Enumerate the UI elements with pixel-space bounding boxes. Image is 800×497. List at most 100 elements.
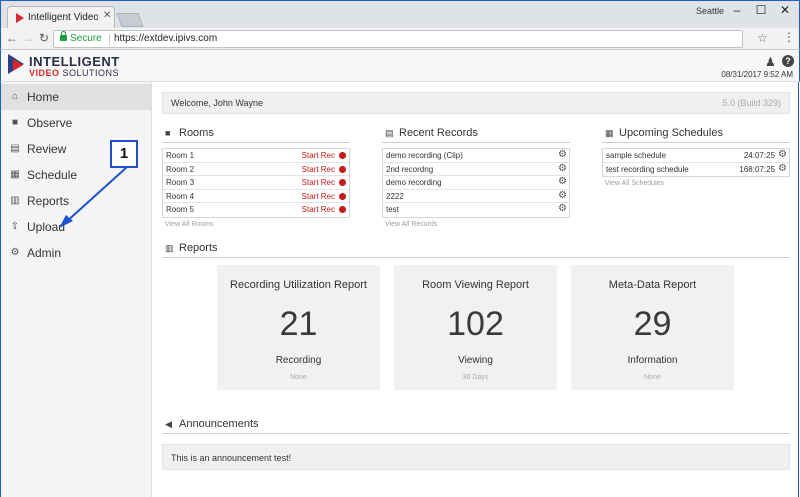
record-row[interactable]: test ⚙ (383, 203, 569, 217)
url-input[interactable]: Secure https://extdev.ipivs.com (53, 30, 743, 48)
record-dot-icon[interactable] (339, 152, 346, 159)
tab-title: Intelligent Video Solution (28, 12, 98, 23)
report-value: 21 (279, 305, 318, 343)
welcome-text: Welcome, John Wayne (171, 98, 264, 108)
help-icon[interactable]: ? (782, 55, 794, 67)
record-row[interactable]: 2222 ⚙ (383, 189, 569, 203)
gear-icon: ⚙ (10, 247, 20, 258)
record-dot-icon[interactable] (339, 206, 346, 213)
sidebar-item-label: Upload (27, 220, 66, 234)
sidebar-item-home[interactable]: ⌂ Home (1, 84, 152, 110)
room-row[interactable]: Room 3 Start Rec (163, 176, 349, 190)
room-row[interactable]: Room 1 Start Rec (163, 149, 349, 163)
report-title: Recording Utilization Report (230, 279, 367, 291)
browser-tab[interactable]: Intelligent Video Solution ✕ (7, 6, 115, 29)
video-camera-icon: ■ (165, 128, 171, 138)
logo-subtext: VIDEO SOLUTIONS (29, 68, 119, 78)
close-window-icon[interactable]: ✕ (779, 3, 791, 17)
logo-accent-icon (13, 59, 23, 71)
upload-icon: ⇪ (10, 221, 20, 232)
reports-title: Reports (179, 242, 218, 254)
build-version: 5.0 (Build 329) (722, 98, 781, 108)
schedule-row[interactable]: test recording schedule 168:07:25 ⚙ (603, 163, 789, 177)
browser-menu-icon[interactable]: ⋮ (783, 30, 795, 44)
bookmark-star-icon[interactable]: ☆ (757, 31, 768, 45)
record-row[interactable]: demo recording ⚙ (383, 176, 569, 190)
gear-icon[interactable]: ⚙ (778, 162, 787, 174)
room-row[interactable]: Room 5 Start Rec (163, 203, 349, 217)
room-name: Room 4 (166, 191, 195, 201)
main-content: Welcome, John Wayne 5.0 (Build 329) ■ Ro… (153, 82, 799, 497)
user-icon[interactable]: ♟ (765, 55, 776, 69)
start-rec-button[interactable]: Start Rec (301, 164, 335, 174)
record-dot-icon[interactable] (339, 179, 346, 186)
sidebar-item-observe[interactable]: ■ Observe (1, 110, 152, 136)
schedule-name: test recording schedule (606, 164, 689, 174)
welcome-bar: Welcome, John Wayne 5.0 (Build 329) (162, 92, 790, 114)
home-icon: ⌂ (11, 91, 19, 102)
records-list: demo recording (Clip) ⚙ 2nd recordng ⚙ d… (382, 148, 570, 218)
start-rec-button[interactable]: Start Rec (301, 191, 335, 201)
room-name: Room 1 (166, 151, 195, 160)
sidebar-item-schedule[interactable]: ▦ Schedule (1, 162, 152, 188)
sidebar-item-upload[interactable]: ⇪ Upload (1, 214, 152, 240)
sidebar-item-admin[interactable]: ⚙ Admin (1, 240, 152, 266)
address-bar: ← → ↻ Secure https://extdev.ipivs.com ☆ … (0, 28, 800, 50)
view-all-records-link[interactable]: View All Records (385, 221, 438, 228)
record-dot-icon[interactable] (339, 165, 346, 173)
report-card-viewing[interactable]: Room Viewing Report 102 Viewing 30 Days (394, 265, 557, 390)
video-camera-icon: ■ (11, 117, 19, 128)
sidebar-item-label: Admin (27, 246, 62, 260)
browser-user-label[interactable]: Seattle (696, 6, 725, 16)
report-label: Information (627, 355, 678, 366)
gear-icon[interactable]: ⚙ (558, 203, 567, 214)
forward-icon[interactable]: → (22, 31, 34, 45)
gear-icon[interactable]: ⚙ (558, 176, 567, 187)
secure-label: Secure (70, 33, 102, 44)
calendar-icon: ▦ (10, 169, 20, 180)
minimize-icon[interactable]: – (733, 3, 741, 17)
sidebar-item-label: Home (27, 90, 60, 104)
record-row[interactable]: 2nd recordng ⚙ (383, 162, 569, 176)
bar-chart-icon: ▥ (165, 243, 174, 253)
report-value: 102 (447, 305, 504, 343)
rooms-title: Rooms (179, 127, 214, 139)
start-rec-button[interactable]: Start Rec (301, 205, 335, 214)
gear-icon[interactable]: ⚙ (558, 149, 567, 160)
start-rec-button[interactable]: Start Rec (301, 151, 335, 160)
tab-close-icon[interactable]: ✕ (103, 10, 112, 21)
schedule-row[interactable]: sample schedule 24:07:25 ⚙ (603, 149, 789, 163)
bar-chart-icon: ▥ (10, 195, 20, 206)
start-rec-button[interactable]: Start Rec (301, 178, 335, 187)
announcement-text: This is an announcement test! (171, 453, 292, 463)
header-datetime: 08/31/2017 9:52 AM (721, 70, 793, 79)
report-card-metadata[interactable]: Meta-Data Report 29 Information None (571, 265, 734, 390)
favicon-icon (16, 13, 24, 23)
schedules-header: ▦ Upcoming Schedules (602, 125, 790, 143)
gear-icon[interactable]: ⚙ (558, 189, 567, 201)
room-name: Room 5 (166, 205, 195, 214)
report-card-recording[interactable]: Recording Utilization Report 21 Recordin… (217, 265, 380, 390)
film-icon: ▤ (385, 128, 394, 138)
report-title: Meta-Data Report (608, 279, 697, 291)
back-icon[interactable]: ← (6, 31, 18, 45)
sidebar-item-label: Schedule (27, 168, 78, 182)
maximize-icon[interactable]: ☐ (755, 3, 767, 17)
gear-icon[interactable]: ⚙ (778, 149, 787, 160)
url-text: https://extdev.ipivs.com (114, 33, 218, 44)
sidebar-item-reports[interactable]: ▥ Reports (1, 188, 152, 214)
reload-icon[interactable]: ↻ (38, 31, 50, 45)
room-row[interactable]: Room 4 Start Rec (163, 190, 349, 203)
room-row[interactable]: Room 2 Start Rec (163, 163, 349, 176)
record-row[interactable]: demo recording (Clip) ⚙ (383, 149, 569, 163)
record-dot-icon[interactable] (339, 192, 346, 200)
view-all-rooms-link[interactable]: View All Rooms (165, 221, 214, 228)
gear-icon[interactable]: ⚙ (558, 162, 567, 174)
new-tab-button[interactable] (116, 13, 144, 27)
sidebar-item-review[interactable]: ▤ Review (1, 136, 152, 162)
lock-icon (60, 31, 67, 41)
callout-badge: 1 (110, 140, 138, 168)
announcements-header: ◀ Announcements (162, 416, 790, 434)
view-all-schedules-link[interactable]: View All Schedules (605, 180, 665, 187)
record-name: demo recording (386, 178, 442, 187)
